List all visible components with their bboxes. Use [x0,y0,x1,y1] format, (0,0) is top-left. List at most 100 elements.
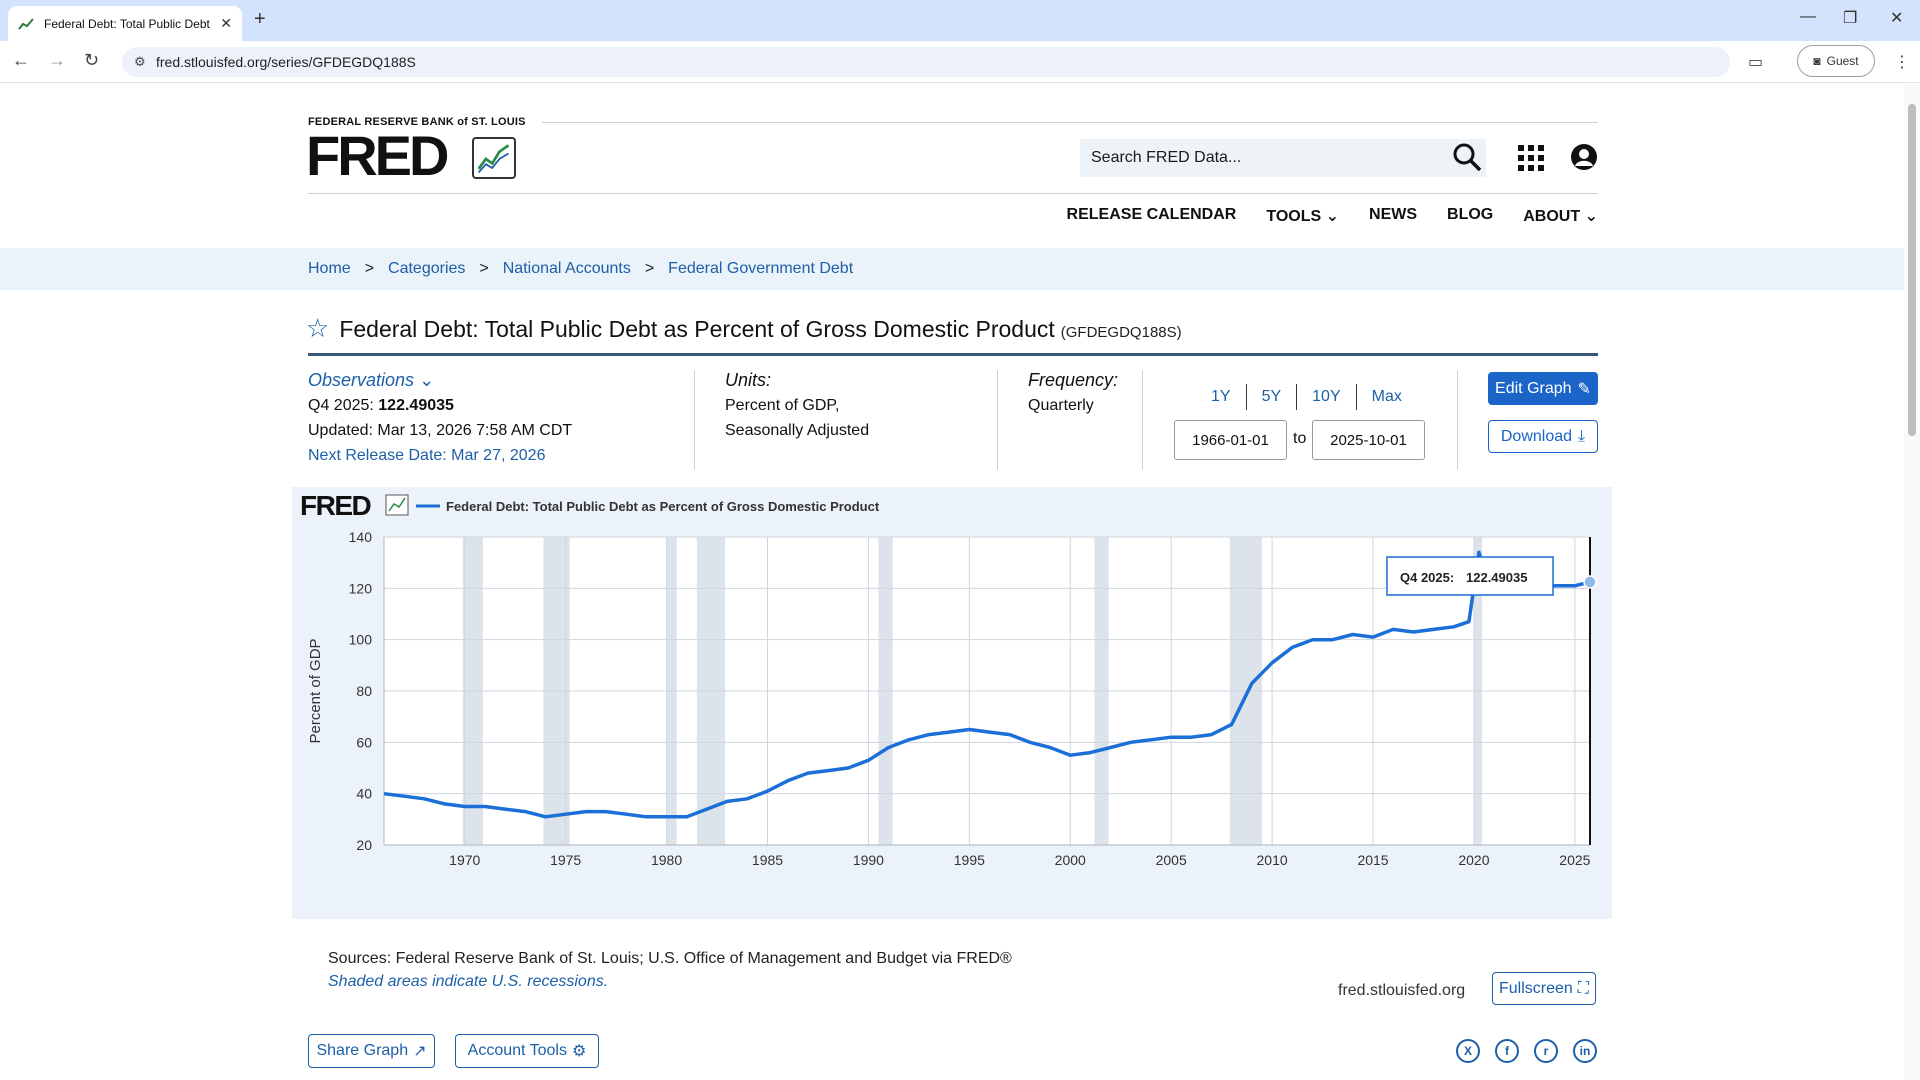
breadcrumb-national-accounts[interactable]: National Accounts [502,260,631,277]
divider [997,370,998,470]
start-date-input[interactable]: 1966-01-01 [1174,420,1287,460]
browser-toolbar: ← → ↻ ⚙ fred.stlouisfed.org/series/GFDEG… [0,41,1920,83]
x-tick-label: 1985 [752,852,783,868]
observations-dropdown[interactable]: Observations ⌄ [308,368,572,393]
nav-tools[interactable]: TOOLS ⌄ [1266,206,1339,226]
range-1y-button[interactable]: 1Y [1196,384,1247,410]
observations-block: Observations ⌄ Q4 2025: 122.49035 Update… [308,368,572,468]
profile-label: Guest [1826,54,1859,68]
frequency-value: Quarterly [1028,397,1094,414]
close-window-icon[interactable]: ✕ [1890,10,1904,27]
chart-grid [383,536,1591,846]
profile-icon: ◙ [1813,54,1821,68]
divider [1142,370,1143,470]
x-tick-label: 2015 [1357,852,1388,868]
chart-panel: 20 40 60 80 100 120 140 1970 1975 1980 1985 1990 19… [292,487,1612,919]
download-button[interactable]: Download ⤓ [1488,420,1598,453]
menu-icon[interactable]: ⋮ [1894,54,1910,71]
breadcrumb-federal-government-debt[interactable]: Federal Government Debt [668,260,854,277]
restore-icon[interactable]: ❐ [1843,10,1858,27]
chart-fred-logo: FRED [300,490,372,521]
tooltip-label: Q4 2025: [1400,570,1454,585]
x-tick-label: 1995 [954,852,985,868]
x-axis-ticks: 1970 1975 1980 1985 1990 1995 2000 2005 2010 2015… [449,852,1590,868]
close-tab-icon[interactable]: ✕ [220,15,232,31]
range-10y-button[interactable]: 10Y [1297,384,1357,410]
divider [694,370,695,470]
edit-icon: ✎ [1577,380,1591,398]
series-title-row: ☆ Federal Debt: Total Public Debt as Per… [306,313,1182,344]
account-icon[interactable] [1571,144,1597,170]
share-graph-button[interactable]: Share Graph ↗ [308,1034,435,1068]
y-tick-label: 120 [349,580,373,596]
fred-favicon-icon [18,17,34,30]
tooltip-box [1386,556,1554,596]
nav-blog[interactable]: BLOG [1447,206,1494,223]
x-twitter-icon[interactable]: X [1456,1039,1480,1063]
reload-icon[interactable]: ↻ [84,50,100,70]
latest-observation: Q4 2025: 122.49035 [308,393,572,418]
nav-release-calendar[interactable]: RELEASE CALENDAR [1066,206,1237,223]
divider [308,193,1598,194]
x-tick-label: 1975 [550,852,581,868]
cast-icon[interactable]: ▭ [1748,54,1764,71]
nav-tools-label: TOOLS [1266,208,1322,225]
end-date-input[interactable]: 2025-10-01 [1312,420,1425,460]
x-tick-label: 2010 [1257,852,1288,868]
address-bar[interactable]: ⚙ fred.stlouisfed.org/series/GFDEGDQ188S [122,47,1730,77]
nav-news[interactable]: NEWS [1369,206,1418,223]
series-line [383,550,1591,819]
profile-button[interactable]: ◙ Guest [1797,45,1875,77]
y-tick-label: 140 [349,529,373,545]
fred-logo[interactable]: FRED [306,124,449,187]
nav-about[interactable]: ABOUT ⌄ [1523,206,1598,226]
nav-about-label: ABOUT [1523,208,1581,225]
breadcrumb: Home > Categories > National Accounts > … [308,260,853,278]
org-name: FEDERAL RESERVE BANK of ST. LOUIS [308,116,526,128]
x-tick-label: 2025 [1559,852,1590,868]
facebook-icon[interactable]: f [1495,1039,1519,1063]
fullscreen-icon: ⛶ [1577,979,1589,997]
fullscreen-button[interactable]: Fullscreen ⛶ [1492,972,1596,1005]
breadcrumb-home[interactable]: Home [308,260,351,277]
units-line1: Percent of GDP, [725,397,840,414]
page: FEDERAL RESERVE BANK of ST. LOUIS FRED S… [0,84,1904,1080]
share-icon: ↗ [413,1043,427,1060]
account-tools-button[interactable]: Account Tools ⚙ [455,1034,599,1068]
breadcrumb-separator: > [644,260,655,277]
apps-grid-icon[interactable] [1517,144,1545,172]
range-max-button[interactable]: Max [1371,388,1402,405]
minimize-icon[interactable]: — [1800,8,1816,25]
y-axis-label: Percent of GDP [307,638,324,743]
search-icon[interactable] [1452,142,1482,172]
range-5y-button[interactable]: 5Y [1247,384,1298,410]
chart-sources: Sources: Federal Reserve Bank of St. Lou… [328,950,1012,967]
user-gear-icon: ⚙ [571,1043,587,1060]
title-divider [308,353,1598,356]
favorite-star-icon[interactable]: ☆ [306,313,330,343]
x-tick-label: 2020 [1458,852,1489,868]
linkedin-icon[interactable]: in [1573,1039,1597,1063]
edit-graph-button[interactable]: Edit Graph ✎ [1488,372,1598,405]
browser-tab[interactable]: Federal Debt: Total Public Debt ✕ [8,6,242,41]
x-tick-label: 2000 [1055,852,1086,868]
share-graph-label: Share Graph [316,1042,409,1059]
divider [542,122,1598,123]
breadcrumb-categories[interactable]: Categories [388,260,466,277]
new-tab-icon[interactable]: + [254,8,266,30]
units-label: Units: [725,370,772,390]
fullscreen-label: Fullscreen [1498,979,1573,997]
series-code: (GFDEGDQ188S) [1060,324,1182,341]
fred-logo-chart-icon[interactable] [472,137,516,179]
back-icon[interactable]: ← [12,50,30,70]
units-block: Units: Percent of GDP, Seasonally Adjust… [725,368,869,443]
site-info-icon[interactable]: ⚙ [134,54,146,69]
next-release-link[interactable]: Next Release Date: Mar 27, 2026 [308,447,546,464]
chart-logo-icon [388,497,406,512]
fred-site-link[interactable]: fred.stlouisfed.org [1338,982,1466,999]
reddit-icon[interactable]: r [1534,1039,1558,1063]
forward-icon[interactable]: → [48,50,66,70]
scrollbar-thumb[interactable] [1908,104,1916,436]
search-input[interactable]: Search FRED Data... [1080,139,1486,177]
